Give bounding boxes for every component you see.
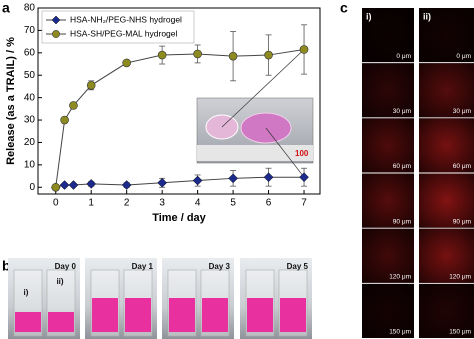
depth-label: 60 μm (453, 163, 471, 170)
vial-photo: Day 5 (240, 258, 312, 339)
panel-label: c (340, 0, 348, 16)
data-point (59, 180, 70, 190)
micrograph (362, 8, 414, 63)
micrograph (419, 173, 474, 228)
gel (92, 298, 118, 332)
depth-label: 0 μm (396, 53, 411, 60)
vial-photo: Day 1 (85, 258, 157, 339)
depth-label: 90 μm (393, 218, 411, 225)
data-point (192, 175, 203, 186)
legend-label: HSA-SH/PEG-MAL hydrogel (70, 28, 177, 38)
y-axis-label: Release (as a TRAIL) / % (5, 37, 17, 165)
data-point (299, 172, 309, 183)
data-point (60, 115, 69, 125)
data-point (86, 179, 97, 189)
data-point (228, 51, 238, 61)
inset-photo: 100 (196, 97, 314, 164)
data-point (263, 172, 274, 183)
micrograph (362, 173, 414, 228)
x-tick-label: 2 (124, 198, 130, 209)
legend-label: HSA-NH₂/PEG-NHS hydrogel (70, 14, 182, 24)
day-label: Day 1 (132, 262, 154, 271)
micrograph (419, 8, 474, 63)
depth-label: 90 μm (453, 218, 471, 225)
x-tick-label: 1 (88, 198, 94, 209)
gel (48, 312, 74, 332)
y-tick-label: 0 (29, 182, 35, 193)
y-tick-label: 20 (24, 137, 36, 148)
data-point (69, 101, 78, 110)
x-tick-label: 6 (266, 198, 272, 209)
depth-label: 30 μm (453, 108, 471, 115)
y-tick-label: 60 (24, 47, 36, 58)
depth-label: 120 μm (389, 274, 411, 281)
panel-label: a (2, 0, 10, 16)
data-point (51, 182, 61, 192)
column-label: ii) (423, 11, 431, 21)
data-point (121, 180, 132, 190)
inset-arrow (221, 49, 305, 128)
depth-label: 150 μm (449, 329, 471, 336)
x-tick-label: 3 (159, 198, 165, 209)
depth-label: 60 μm (393, 163, 411, 170)
data-point (228, 173, 238, 184)
y-tick-label: 10 (24, 160, 36, 171)
data-point (264, 50, 273, 60)
micrograph (419, 228, 474, 283)
inset-arrow (265, 127, 305, 178)
y-tick-label: 80 (24, 3, 36, 14)
data-point (299, 45, 309, 54)
gel (247, 298, 273, 332)
gel (15, 312, 41, 332)
legend: HSA-NH₂/PEG-NHS hydrogel HSA-SH/PEG-MAL h… (41, 10, 195, 44)
day-label: Day 0 (55, 262, 77, 271)
x-axis-label: Time / day (152, 212, 206, 224)
y-tick-label: 30 (24, 115, 36, 126)
micrograph (362, 118, 414, 173)
vial-photo: Day 3 (162, 258, 234, 339)
micrograph (362, 283, 414, 338)
data-point (122, 58, 131, 68)
vial-label: i) (24, 288, 29, 297)
legend-marker (51, 15, 61, 25)
micrograph (362, 228, 414, 283)
micrograph (419, 283, 474, 338)
x-tick-label: 0 (53, 198, 59, 209)
micrograph (419, 118, 474, 173)
x-tick-label: 4 (195, 198, 201, 209)
y-tick-label: 40 (24, 92, 36, 103)
inset-label: 100 (295, 149, 309, 158)
micrograph (362, 63, 414, 118)
day-label: Day 3 (209, 262, 231, 271)
vial-photo: Day 0 (8, 258, 80, 339)
gel (280, 298, 306, 332)
vial-label: ii) (56, 277, 63, 286)
depth-label: 0 μm (456, 53, 471, 60)
series-line (55, 48, 305, 188)
column-label: i) (366, 11, 372, 21)
gel (202, 298, 228, 332)
legend-marker (52, 30, 60, 38)
x-tick-label: 7 (301, 198, 307, 209)
data-point (157, 50, 167, 60)
x-tick-label: 5 (230, 198, 236, 209)
panel-label: b (2, 258, 11, 274)
gel (169, 298, 195, 332)
depth-label: 150 μm (389, 329, 411, 336)
y-tick-label: 70 (24, 25, 36, 36)
data-point (157, 177, 168, 188)
data-point (86, 81, 96, 90)
legend-box (41, 10, 195, 44)
data-point (193, 49, 202, 59)
depth-label: 120 μm (449, 274, 471, 281)
micrograph (419, 63, 474, 118)
y-tick-label: 50 (24, 70, 36, 81)
depth-label: 30 μm (393, 108, 411, 115)
day-label: Day 5 (287, 262, 309, 271)
gel (125, 298, 151, 332)
data-point (68, 180, 79, 190)
plot-frame (37, 7, 321, 195)
